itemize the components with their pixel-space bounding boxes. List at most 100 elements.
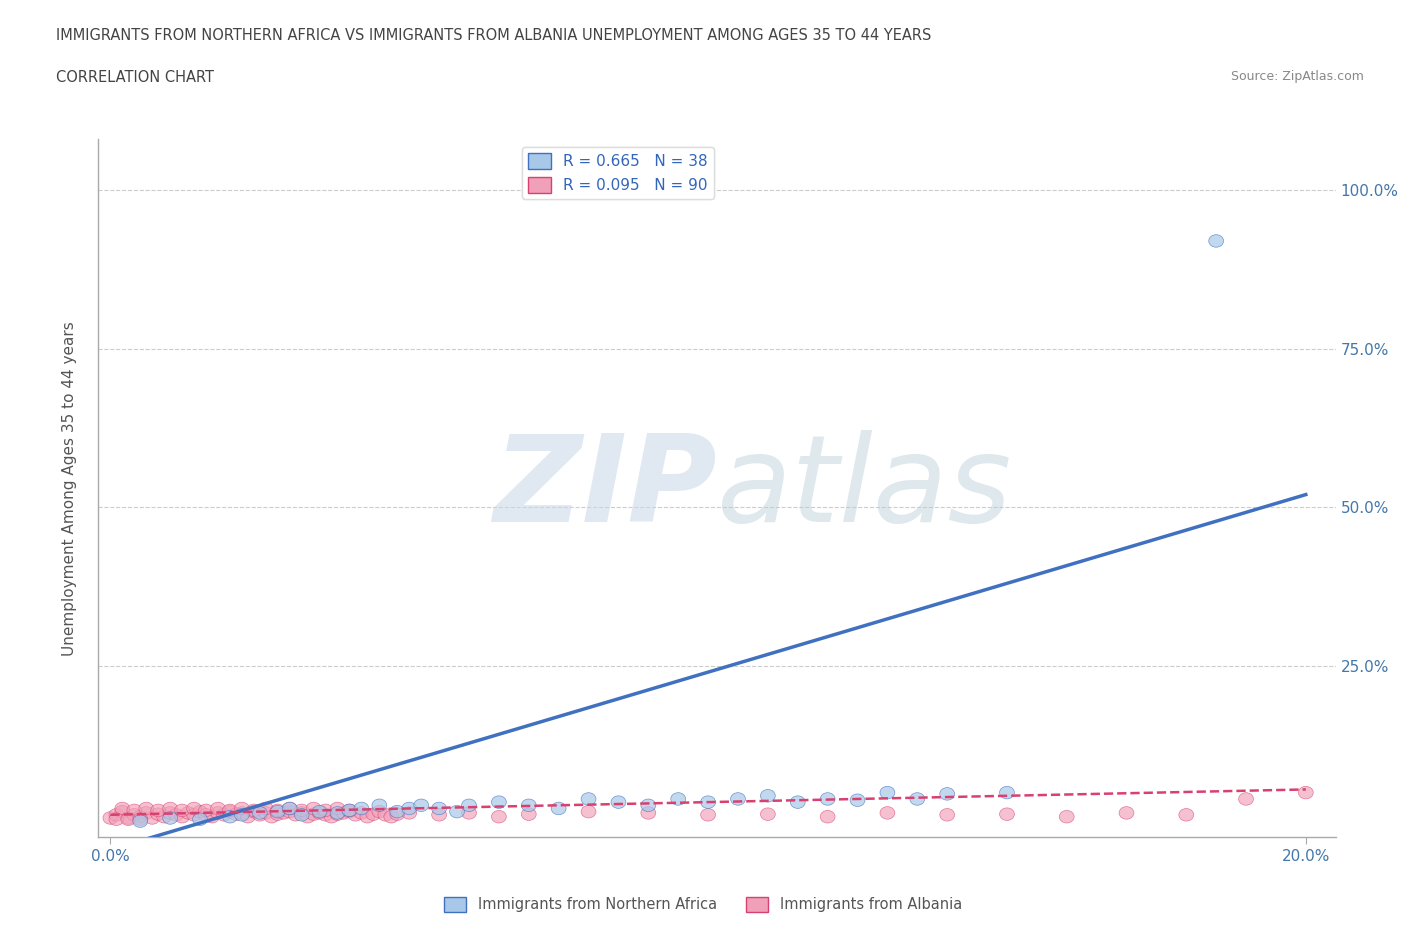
Text: ZIP: ZIP bbox=[494, 430, 717, 547]
Ellipse shape bbox=[103, 812, 118, 824]
Ellipse shape bbox=[641, 806, 655, 819]
Ellipse shape bbox=[522, 808, 536, 820]
Ellipse shape bbox=[246, 805, 262, 817]
Ellipse shape bbox=[294, 806, 309, 819]
Ellipse shape bbox=[115, 803, 129, 815]
Ellipse shape bbox=[187, 803, 201, 815]
Ellipse shape bbox=[373, 799, 387, 812]
Ellipse shape bbox=[330, 806, 344, 819]
Ellipse shape bbox=[336, 806, 352, 819]
Ellipse shape bbox=[264, 810, 280, 823]
Ellipse shape bbox=[612, 796, 626, 808]
Ellipse shape bbox=[217, 808, 232, 821]
Ellipse shape bbox=[235, 803, 249, 815]
Ellipse shape bbox=[222, 810, 238, 823]
Ellipse shape bbox=[366, 808, 381, 820]
Ellipse shape bbox=[270, 805, 285, 817]
Ellipse shape bbox=[169, 808, 184, 821]
Ellipse shape bbox=[193, 813, 208, 826]
Ellipse shape bbox=[492, 796, 506, 808]
Ellipse shape bbox=[1000, 787, 1014, 799]
Ellipse shape bbox=[235, 806, 249, 819]
Ellipse shape bbox=[325, 810, 339, 823]
Ellipse shape bbox=[700, 796, 716, 808]
Ellipse shape bbox=[761, 808, 775, 820]
Ellipse shape bbox=[318, 804, 333, 817]
Ellipse shape bbox=[312, 806, 328, 819]
Ellipse shape bbox=[163, 803, 177, 815]
Ellipse shape bbox=[222, 805, 238, 817]
Legend: R = 0.665   N = 38, R = 0.095   N = 90: R = 0.665 N = 38, R = 0.095 N = 90 bbox=[522, 147, 714, 199]
Ellipse shape bbox=[253, 808, 267, 821]
Ellipse shape bbox=[204, 810, 219, 823]
Ellipse shape bbox=[342, 804, 357, 817]
Ellipse shape bbox=[294, 804, 309, 817]
Ellipse shape bbox=[163, 806, 177, 819]
Ellipse shape bbox=[389, 808, 405, 820]
Ellipse shape bbox=[127, 808, 142, 821]
Ellipse shape bbox=[389, 805, 405, 817]
Ellipse shape bbox=[1178, 808, 1194, 821]
Ellipse shape bbox=[150, 804, 166, 817]
Ellipse shape bbox=[1239, 792, 1254, 805]
Ellipse shape bbox=[820, 792, 835, 805]
Ellipse shape bbox=[121, 812, 136, 824]
Ellipse shape bbox=[174, 804, 190, 817]
Ellipse shape bbox=[492, 810, 506, 823]
Ellipse shape bbox=[307, 808, 321, 820]
Ellipse shape bbox=[283, 805, 297, 817]
Ellipse shape bbox=[880, 787, 894, 799]
Ellipse shape bbox=[240, 810, 256, 823]
Text: CORRELATION CHART: CORRELATION CHART bbox=[56, 70, 214, 85]
Ellipse shape bbox=[1298, 787, 1313, 799]
Ellipse shape bbox=[235, 808, 249, 821]
Ellipse shape bbox=[270, 808, 285, 820]
Ellipse shape bbox=[121, 813, 136, 826]
Ellipse shape bbox=[880, 806, 894, 819]
Ellipse shape bbox=[671, 792, 686, 805]
Ellipse shape bbox=[108, 808, 124, 821]
Ellipse shape bbox=[402, 806, 416, 819]
Ellipse shape bbox=[1059, 810, 1074, 823]
Ellipse shape bbox=[283, 803, 297, 815]
Ellipse shape bbox=[384, 810, 399, 823]
Ellipse shape bbox=[432, 808, 447, 821]
Ellipse shape bbox=[211, 803, 225, 815]
Ellipse shape bbox=[349, 808, 363, 821]
Ellipse shape bbox=[307, 803, 321, 815]
Ellipse shape bbox=[301, 810, 315, 823]
Ellipse shape bbox=[127, 804, 142, 817]
Ellipse shape bbox=[413, 799, 429, 812]
Ellipse shape bbox=[294, 808, 309, 821]
Ellipse shape bbox=[551, 803, 567, 815]
Ellipse shape bbox=[132, 813, 148, 826]
Ellipse shape bbox=[354, 803, 368, 815]
Ellipse shape bbox=[163, 812, 177, 824]
Ellipse shape bbox=[851, 794, 865, 806]
Ellipse shape bbox=[115, 805, 129, 817]
Ellipse shape bbox=[270, 804, 285, 817]
Ellipse shape bbox=[1000, 808, 1014, 820]
Ellipse shape bbox=[198, 804, 214, 817]
Ellipse shape bbox=[450, 805, 464, 817]
Ellipse shape bbox=[330, 808, 344, 820]
Ellipse shape bbox=[180, 806, 195, 819]
Ellipse shape bbox=[910, 792, 925, 805]
Ellipse shape bbox=[939, 788, 955, 800]
Ellipse shape bbox=[150, 808, 166, 820]
Y-axis label: Unemployment Among Ages 35 to 44 years: Unemployment Among Ages 35 to 44 years bbox=[62, 321, 77, 656]
Ellipse shape bbox=[259, 806, 273, 819]
Ellipse shape bbox=[354, 806, 368, 819]
Ellipse shape bbox=[461, 799, 477, 812]
Ellipse shape bbox=[522, 799, 536, 812]
Ellipse shape bbox=[1119, 806, 1133, 819]
Ellipse shape bbox=[312, 805, 328, 817]
Ellipse shape bbox=[641, 799, 655, 812]
Legend: Immigrants from Northern Africa, Immigrants from Albania: Immigrants from Northern Africa, Immigra… bbox=[439, 891, 967, 918]
Ellipse shape bbox=[461, 806, 477, 819]
Ellipse shape bbox=[139, 806, 153, 819]
Ellipse shape bbox=[139, 803, 153, 815]
Text: Source: ZipAtlas.com: Source: ZipAtlas.com bbox=[1230, 70, 1364, 83]
Ellipse shape bbox=[378, 808, 392, 821]
Ellipse shape bbox=[939, 808, 955, 821]
